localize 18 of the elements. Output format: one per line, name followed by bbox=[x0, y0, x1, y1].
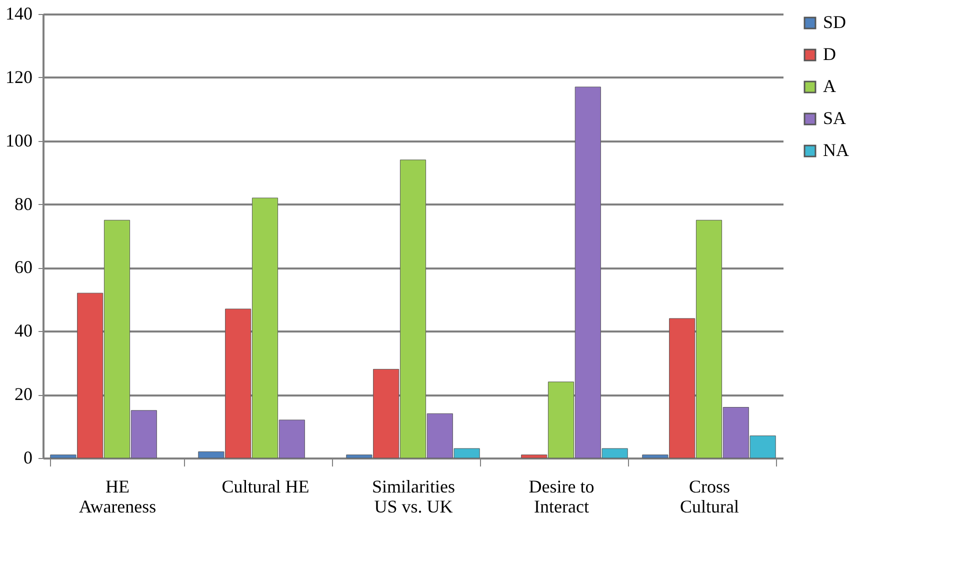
x-tick-label: HE Awareness bbox=[78, 476, 156, 516]
y-tick-label: 140 bbox=[6, 4, 32, 24]
legend-label: SA bbox=[823, 108, 846, 128]
y-tick-label: 40 bbox=[14, 320, 32, 341]
x-tick-label: Desire to Interact bbox=[528, 476, 594, 516]
legend-label: NA bbox=[823, 140, 849, 160]
y-tick-label: 60 bbox=[14, 257, 32, 278]
y-tick-label: 0 bbox=[24, 448, 32, 468]
legend-label: D bbox=[823, 44, 836, 64]
y-tick-label: 100 bbox=[6, 130, 32, 150]
y-tick-label: 20 bbox=[14, 384, 32, 404]
legend-label: A bbox=[823, 76, 836, 96]
x-tick-label: Similarities US vs. UK bbox=[372, 476, 455, 516]
y-tick-label: 120 bbox=[6, 66, 32, 87]
x-tick-label: Cross Cultural bbox=[680, 476, 739, 516]
x-tick-label: Cultural HE bbox=[222, 476, 310, 496]
legend-label: SD bbox=[823, 12, 846, 32]
y-tick-label: 80 bbox=[14, 194, 32, 214]
